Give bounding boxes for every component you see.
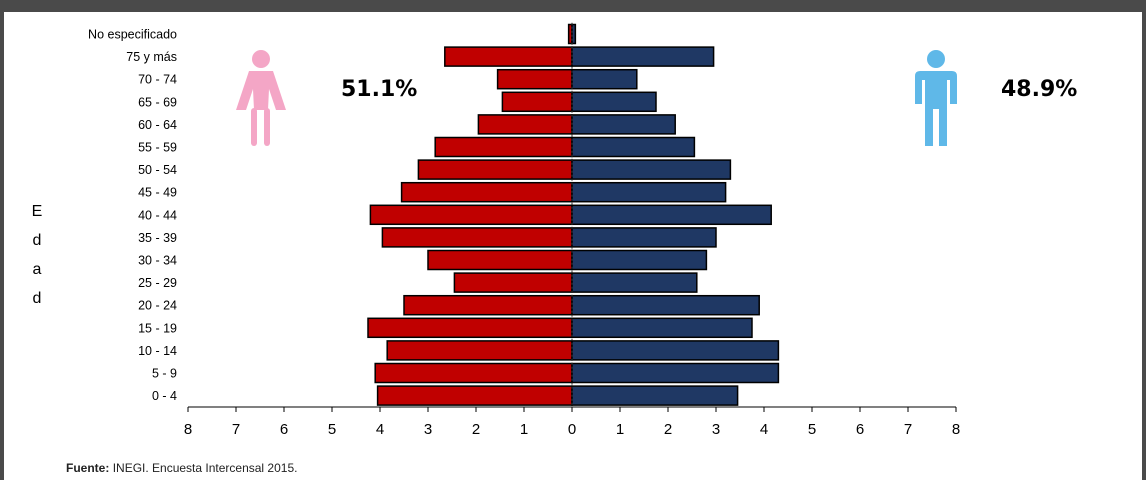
bar-male: [571, 91, 657, 113]
x-tick-label: 4: [760, 421, 768, 438]
category-label: 25 - 29: [138, 276, 177, 290]
y-axis-title-letter: E: [32, 203, 43, 220]
x-tick-label: 2: [664, 421, 672, 438]
female-percentage: 51.1%: [341, 77, 417, 102]
category-label: 0 - 4: [152, 389, 177, 403]
x-tick-label: 5: [808, 421, 816, 438]
category-label: 10 - 14: [138, 344, 177, 358]
bar-male: [571, 294, 760, 316]
x-tick-label: 2: [472, 421, 480, 438]
bar-female: [434, 136, 573, 158]
bar-male: [571, 46, 715, 67]
bar-male: [571, 68, 638, 90]
bar-male: [571, 114, 676, 135]
bar-female: [381, 227, 573, 248]
source-label: Fuente:: [66, 461, 110, 475]
male-percentage: 48.9%: [1001, 77, 1077, 102]
bar-male: [571, 227, 717, 248]
x-tick-label: 6: [280, 421, 288, 438]
bar-female: [374, 362, 573, 384]
y-axis-title-letter: a: [33, 261, 42, 278]
bar-male: [571, 340, 780, 361]
man-icon: [915, 50, 957, 146]
x-tick-label: 8: [952, 421, 960, 438]
category-label: 50 - 54: [138, 163, 177, 177]
bar-female: [477, 114, 573, 135]
bar-female: [427, 249, 573, 271]
bar-male: [571, 249, 708, 271]
bar-female: [403, 294, 573, 316]
category-label: 75 y más: [126, 50, 177, 64]
bar-female: [386, 340, 573, 361]
bar-male: [571, 204, 772, 226]
category-label: 45 - 49: [138, 186, 177, 200]
category-labels: No especificado 75 y más 70 - 74 65 - 69 60 …: [88, 28, 177, 404]
x-tick-label: 3: [424, 421, 432, 438]
bar-female: [444, 46, 573, 67]
category-label: 20 - 24: [138, 299, 177, 313]
category-label: 30 - 34: [138, 254, 177, 268]
bar-male: [571, 317, 753, 339]
category-label: 35 - 39: [138, 231, 177, 245]
category-label: 55 - 59: [138, 141, 177, 155]
x-tick-label: 5: [328, 421, 336, 438]
bar-male: [571, 23, 577, 45]
category-label: 5 - 9: [152, 367, 177, 381]
y-axis-title-letter: d: [33, 232, 42, 249]
bar-male: [571, 159, 732, 180]
category-label: 65 - 69: [138, 95, 177, 109]
bar-female: [417, 159, 573, 180]
x-tick-label: 0: [568, 421, 576, 438]
category-label: 60 - 64: [138, 118, 177, 132]
source-note: Fuente: INEGI. Encuesta Intercensal 2015…: [66, 461, 297, 475]
x-tick-label: 7: [904, 421, 912, 438]
woman-icon: [236, 50, 286, 146]
bar-female: [496, 68, 573, 90]
y-axis-title-letter: d: [33, 290, 42, 307]
category-label: 70 - 74: [138, 73, 177, 87]
bar-female: [501, 91, 573, 113]
bar-female: [367, 317, 573, 339]
category-label: No especificado: [88, 28, 177, 42]
category-label: 40 - 44: [138, 208, 177, 222]
x-tick-label: 1: [616, 421, 624, 438]
bar-female: [369, 204, 573, 226]
x-tick-label: 8: [184, 421, 192, 438]
x-tick-label: 1: [520, 421, 528, 438]
category-label: 15 - 19: [138, 321, 177, 335]
bars-group: [367, 22, 780, 407]
bar-male: [571, 385, 739, 406]
bar-female: [400, 181, 573, 203]
bar-male: [571, 136, 696, 158]
bar-female: [376, 385, 573, 406]
x-tick-label: 6: [856, 421, 864, 438]
x-tick-label: 4: [376, 421, 384, 438]
bar-female: [453, 272, 573, 293]
bar-male: [571, 272, 698, 293]
x-tick-label: 7: [232, 421, 240, 438]
x-tick-label: 3: [712, 421, 720, 438]
bar-male: [571, 362, 780, 384]
bar-male: [571, 181, 727, 203]
x-axis: 8 7 6 5 4 3 2 1 0 1 2 3 4 5 6 7 8: [184, 406, 960, 438]
source-text: INEGI. Encuesta Intercensal 2015.: [112, 461, 298, 475]
